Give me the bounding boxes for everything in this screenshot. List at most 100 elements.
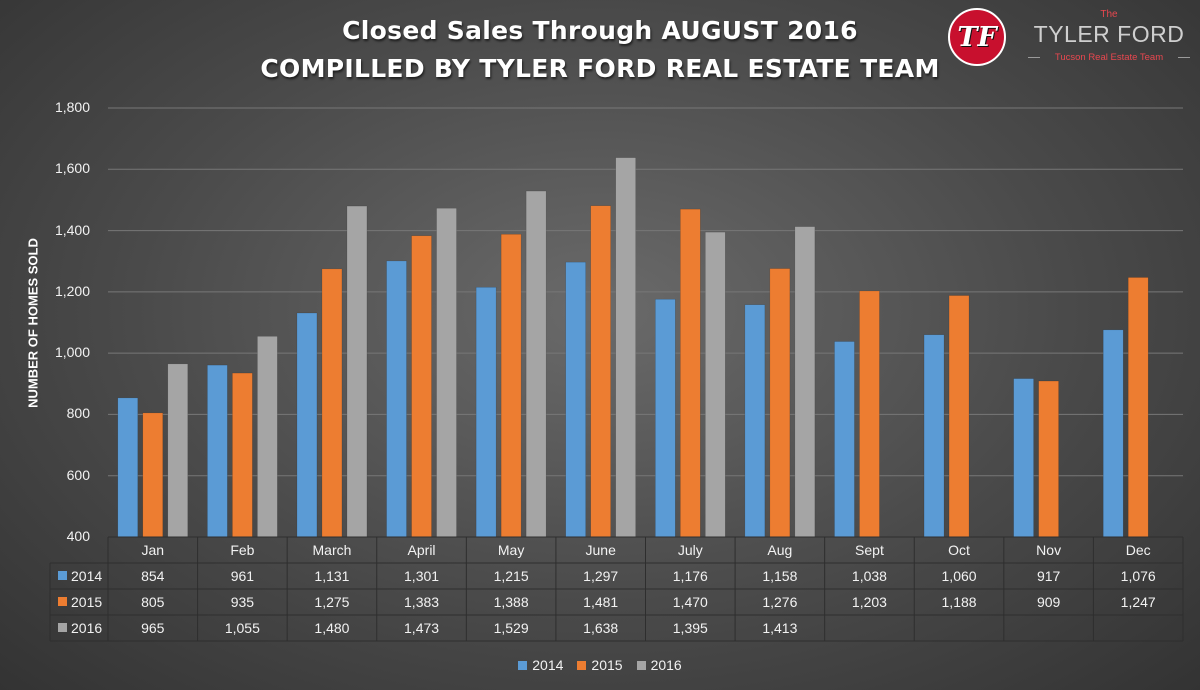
- data-label: 1,038: [852, 568, 887, 584]
- chart-title: Closed Sales Through AUGUST 2016: [342, 16, 858, 45]
- bar-2014-aug: [744, 304, 766, 538]
- bar-2014-feb: [207, 364, 228, 538]
- bar-2016-may: [525, 190, 547, 538]
- legend-label: 2015: [591, 657, 623, 673]
- bar-2016-aug: [794, 226, 816, 538]
- data-label: 1,383: [404, 594, 439, 610]
- data-label: 961: [231, 568, 255, 584]
- bar-2015-june: [590, 205, 611, 538]
- data-label: 1,176: [673, 568, 708, 584]
- legend-item-2014: 2014: [518, 657, 563, 673]
- bar-2015-sept: [859, 290, 880, 538]
- data-label: 1,076: [1121, 568, 1156, 584]
- bar-2016-april: [436, 207, 457, 538]
- y-tick-label: 1,600: [54, 160, 90, 177]
- legend-item-2015: 2015: [577, 657, 623, 673]
- data-label: 917: [1037, 568, 1061, 584]
- data-label: 1,203: [852, 594, 887, 610]
- bar-2016-june: [615, 157, 636, 538]
- logo-monogram: TF: [957, 21, 997, 53]
- data-label: 1,060: [942, 568, 977, 584]
- logo-tagline: Tucson Real Estate Team: [1054, 52, 1164, 63]
- tyler-ford-logo: TF The TYLER FORD Tucson Real Estate Tea…: [944, 6, 1194, 70]
- category-label: April: [408, 542, 436, 558]
- data-label: 1,215: [494, 568, 529, 584]
- bar-2015-aug: [769, 268, 791, 538]
- data-label: 1,395: [673, 620, 708, 636]
- legend-item-2016: 2016: [636, 657, 682, 673]
- data-label: 935: [231, 594, 255, 610]
- legend-swatch: [636, 660, 646, 670]
- data-label: 1,247: [1121, 594, 1156, 610]
- data-label: 1,388: [494, 594, 529, 610]
- bar-2016-july: [705, 231, 726, 538]
- legend-swatch: [577, 660, 587, 670]
- category-label: Sept: [855, 542, 884, 558]
- data-label: 1,131: [314, 568, 349, 584]
- category-label: March: [313, 542, 352, 558]
- legend-label: 2014: [532, 657, 564, 673]
- bar-2016-feb: [257, 336, 278, 538]
- bar-2015-april: [411, 235, 432, 538]
- y-tick-label: 1,800: [54, 99, 90, 115]
- category-label: Dec: [1126, 542, 1151, 558]
- bar-2014-jan: [117, 397, 139, 538]
- bar-2015-march: [321, 268, 343, 538]
- y-tick-label: 1,400: [54, 221, 90, 238]
- data-label: 805: [141, 594, 165, 610]
- logo-rule-right: [1178, 57, 1190, 58]
- data-label: 1,470: [673, 594, 708, 610]
- table-series-name: 2016: [71, 620, 102, 636]
- bar-2014-june: [565, 261, 586, 538]
- category-label: Aug: [767, 542, 792, 558]
- data-label: 1,055: [225, 620, 260, 636]
- category-label: June: [586, 542, 617, 558]
- chart-subtitle: COMPILLED BY TYLER FORD REAL ESTATE TEAM: [260, 54, 940, 83]
- data-label: 1,275: [314, 594, 349, 610]
- legend-swatch: [518, 660, 528, 670]
- bar-2015-may: [500, 233, 522, 538]
- data-label: 1,481: [583, 594, 618, 610]
- data-label: 965: [141, 620, 165, 636]
- y-tick-label: 1,200: [54, 282, 90, 299]
- logo-the: The: [1100, 9, 1118, 20]
- data-label: 1,297: [583, 568, 618, 584]
- data-label: 854: [141, 568, 165, 584]
- legend-label: 2016: [650, 657, 682, 673]
- y-tick-label: 800: [66, 405, 90, 422]
- data-label: 1,158: [762, 568, 797, 584]
- bar-2015-feb: [232, 372, 253, 538]
- category-label: Jan: [142, 542, 165, 558]
- data-label: 1,276: [762, 594, 797, 610]
- category-label: Oct: [948, 542, 970, 558]
- bar-2015-nov: [1038, 380, 1059, 538]
- table-series-name: 2015: [71, 594, 102, 610]
- table-series-name: 2014: [71, 568, 102, 584]
- bar-2014-sept: [834, 341, 855, 538]
- bar-2015-dec: [1127, 277, 1149, 538]
- logo-name: TYLER FORD: [1033, 21, 1185, 47]
- category-label: July: [678, 542, 703, 558]
- bar-2014-april: [386, 260, 407, 538]
- data-label: 909: [1037, 594, 1061, 610]
- bar-2016-jan: [167, 363, 189, 538]
- tf-monogram-badge: TF: [948, 8, 1006, 66]
- data-label: 1,638: [583, 620, 618, 636]
- bar-2014-may: [475, 287, 497, 538]
- category-label: Nov: [1036, 542, 1061, 558]
- bar-2015-oct: [948, 295, 970, 538]
- bar-2014-dec: [1102, 329, 1124, 538]
- y-tick-label: 1,000: [54, 344, 90, 361]
- table-legend-swatch: [58, 623, 67, 632]
- table-legend-swatch: [58, 597, 67, 606]
- data-label: 1,188: [942, 594, 977, 610]
- category-label: May: [498, 542, 524, 558]
- bar-2014-nov: [1013, 378, 1034, 538]
- table-legend-swatch: [58, 571, 67, 580]
- bar-2015-jan: [142, 412, 164, 538]
- data-label: 1,413: [762, 620, 797, 636]
- bar-2016-march: [346, 205, 368, 538]
- data-label: 1,480: [314, 620, 349, 636]
- bar-2014-march: [296, 312, 318, 538]
